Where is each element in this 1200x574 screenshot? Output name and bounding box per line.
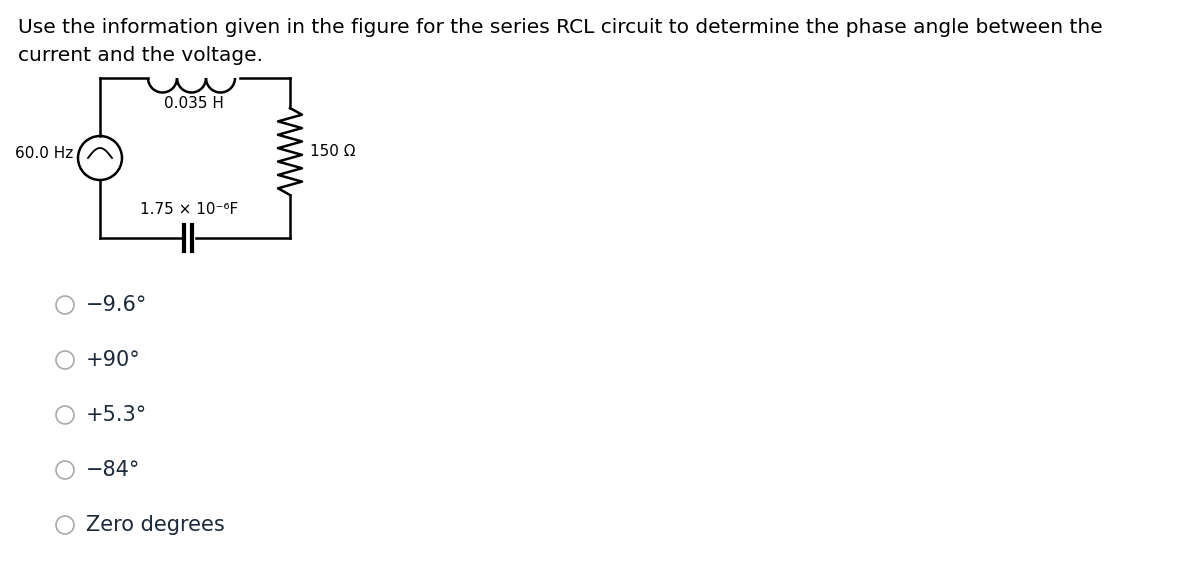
Text: Use the information given in the figure for the series RCL circuit to determine : Use the information given in the figure …	[18, 18, 1103, 37]
Text: 60.0 Hz: 60.0 Hz	[14, 145, 73, 161]
Text: 0.035 H: 0.035 H	[164, 96, 224, 111]
Text: 150 Ω: 150 Ω	[310, 144, 355, 159]
Text: +90°: +90°	[86, 350, 140, 370]
Text: 1.75 × 10⁻⁶F: 1.75 × 10⁻⁶F	[140, 202, 238, 217]
Text: +5.3°: +5.3°	[86, 405, 148, 425]
Text: −84°: −84°	[86, 460, 140, 480]
Text: −9.6°: −9.6°	[86, 295, 148, 315]
Text: current and the voltage.: current and the voltage.	[18, 46, 263, 65]
Text: Zero degrees: Zero degrees	[86, 515, 224, 535]
